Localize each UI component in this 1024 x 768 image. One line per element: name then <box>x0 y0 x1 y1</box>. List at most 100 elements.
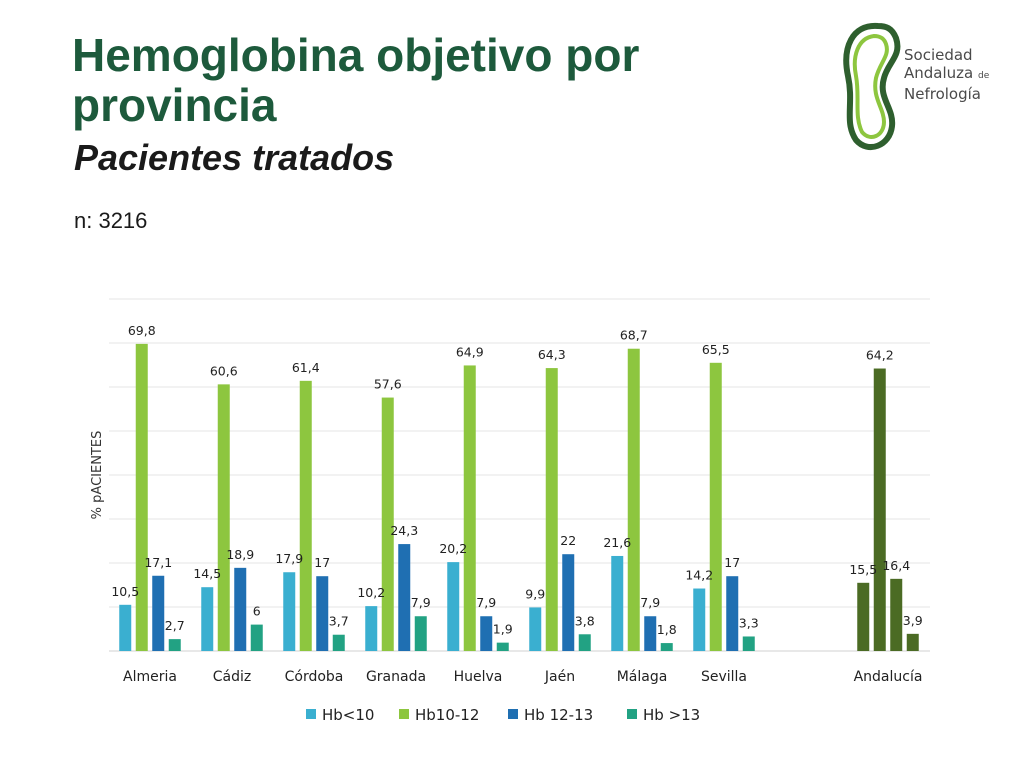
legend: Hb<10 Hb10-12 Hb 12-13 Hb >13 <box>306 706 700 724</box>
category-label: Sevilla <box>701 669 747 685</box>
sample-size-label: n: 3216 <box>74 208 148 233</box>
bar-hb-12-13-6 <box>644 616 657 651</box>
data-label: 7,9 <box>640 595 660 610</box>
data-label: 7,9 <box>411 595 431 610</box>
data-label: 3,7 <box>329 614 349 629</box>
logo-line-1: Sociedad <box>904 46 973 64</box>
bar-hb-10-6 <box>611 555 624 651</box>
legend-swatch <box>399 709 409 719</box>
data-label: 64,9 <box>456 344 484 359</box>
category-label: Cádiz <box>213 669 251 685</box>
data-label: 3,9 <box>903 613 923 628</box>
data-label: 2,7 <box>165 618 185 633</box>
data-label: 64,2 <box>866 348 894 363</box>
category-label: Málaga <box>617 669 668 685</box>
data-label: 15,5 <box>849 562 877 577</box>
legend-label: Hb >13 <box>643 706 700 724</box>
legend-swatch <box>627 709 637 719</box>
bar-hb-12-13-1 <box>234 567 247 651</box>
data-label: 69,8 <box>128 323 156 338</box>
data-label: 65,5 <box>702 342 730 357</box>
bar-hb-13-7 <box>742 636 755 651</box>
bar-hb-10-8 <box>857 582 870 651</box>
bar-hb-12-13-4 <box>480 616 493 651</box>
data-label: 3,8 <box>575 613 595 628</box>
data-label: 17,9 <box>275 551 303 566</box>
logo-line-2-suffix: de <box>978 71 990 81</box>
data-label: 22 <box>560 533 576 548</box>
bar-hb-10-3 <box>365 606 378 651</box>
bar-hb-13-2 <box>332 634 345 651</box>
society-logo: Sociedad Andaluza de Nefrología <box>838 18 1014 154</box>
bar-hb10-12-2 <box>299 380 312 651</box>
bar-hb10-12-4 <box>463 365 476 651</box>
legend-label: Hb10-12 <box>415 706 479 724</box>
bar-hb10-12-5 <box>545 368 558 651</box>
slide-title: Hemoglobina objetivo por provincia <box>72 29 640 131</box>
bar-hb-12-13-7 <box>726 576 739 651</box>
data-label: 57,6 <box>374 377 402 392</box>
data-label: 1,9 <box>493 622 513 637</box>
data-label: 6 <box>253 604 261 619</box>
bar-hb-10-4 <box>447 562 460 651</box>
bar-hb-13-8 <box>906 633 919 651</box>
logo-line-2: Andaluza de <box>904 64 989 85</box>
category-label: Jaén <box>544 669 575 685</box>
data-label: 60,6 <box>210 363 238 378</box>
category-label: Huelva <box>454 669 503 685</box>
gridlines <box>109 298 930 652</box>
bar-hb-10-7 <box>693 588 706 651</box>
category-label: Granada <box>366 669 426 685</box>
data-labels-group: 10,5 69,8 17,1 2,7 14,5 60,6 18,9 6 17,9 61,4 17 3,… <box>111 323 922 637</box>
bar-hb-12-13-3 <box>398 544 411 651</box>
data-label: 20,2 <box>439 541 467 556</box>
bar-hb10-12-1 <box>217 384 230 651</box>
bar-hb-13-3 <box>414 616 427 651</box>
bar-hb10-12-3 <box>381 397 394 651</box>
bar-hb10-12-8 <box>873 368 886 651</box>
logo-text: Sociedad Andaluza de Nefrología <box>904 46 989 103</box>
data-label: 14,5 <box>193 566 221 581</box>
data-label: 17 <box>314 555 330 570</box>
data-label: 7,9 <box>476 595 496 610</box>
legend-swatch <box>306 709 316 719</box>
legend-label: Hb 12-13 <box>524 706 593 724</box>
data-label: 3,3 <box>739 615 759 630</box>
category-labels-group: Almeria Cádiz Córdoba Granada Huelva Jaén Mála… <box>123 669 922 685</box>
bars-group <box>119 343 919 651</box>
bar-hb-10-2 <box>283 572 296 651</box>
kidney-logo-icon <box>843 22 901 150</box>
bar-hb-13-5 <box>578 634 591 651</box>
bar-hb-13-6 <box>660 643 673 651</box>
bar-hb10-12-7 <box>709 362 722 651</box>
logo-line-2-main: Andaluza <box>904 64 974 82</box>
logo-line-3: Nefrología <box>904 85 981 103</box>
data-label: 17 <box>724 555 740 570</box>
bar-hb-13-1 <box>250 624 263 651</box>
data-label: 61,4 <box>292 360 320 375</box>
data-label: 1,8 <box>657 622 677 637</box>
category-label: Almeria <box>123 669 177 685</box>
data-label: 14,2 <box>685 568 713 583</box>
data-label: 9,9 <box>525 586 545 601</box>
slide-subtitle: Pacientes tratados <box>74 137 395 178</box>
data-label: 24,3 <box>390 523 418 538</box>
bar-hb-13-4 <box>496 642 509 651</box>
data-label: 10,2 <box>357 585 385 600</box>
bar-hb10-12-0 <box>135 343 148 651</box>
data-label: 18,9 <box>226 547 254 562</box>
bar-hb-13-0 <box>168 639 181 651</box>
data-label: 21,6 <box>603 535 631 550</box>
bar-hb-12-13-0 <box>152 575 165 651</box>
data-label: 68,7 <box>620 328 648 343</box>
bar-hb-10-1 <box>201 587 214 651</box>
bar-hb-12-13-2 <box>316 576 329 651</box>
legend-swatch <box>508 709 518 719</box>
bar-hb-12-13-5 <box>562 554 575 651</box>
bar-hb-12-13-8 <box>890 578 903 651</box>
bar-hb10-12-6 <box>627 348 640 651</box>
data-label: 64,3 <box>538 347 566 362</box>
category-label: Andalucía <box>854 669 923 685</box>
data-label: 16,4 <box>882 558 910 573</box>
y-axis-label: % pACIENTES <box>90 431 105 520</box>
